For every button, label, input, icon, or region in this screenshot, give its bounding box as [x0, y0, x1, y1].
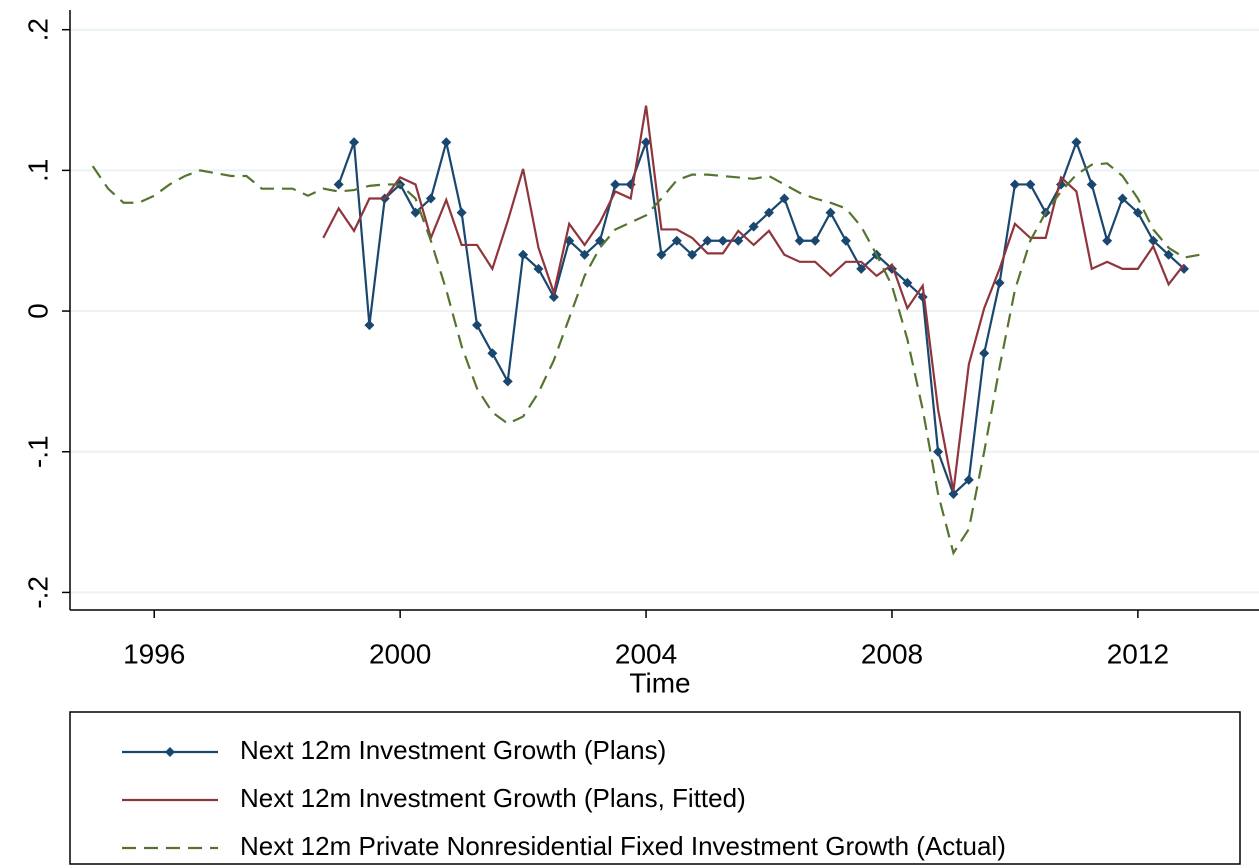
- point-marker: [825, 207, 836, 218]
- point-marker: [1148, 235, 1159, 246]
- point-marker: [1102, 235, 1113, 246]
- point-marker: [425, 193, 436, 204]
- x-tick-label: 2008: [861, 638, 923, 669]
- point-marker: [548, 291, 559, 302]
- point-marker: [456, 207, 467, 218]
- y-tick-label: -.1: [22, 435, 53, 468]
- series-line: [337, 139, 1185, 496]
- point-marker: [856, 263, 867, 274]
- series-line: [91, 162, 1200, 556]
- legend-label: Next 12m Investment Growth (Plans, Fitte…: [240, 783, 746, 813]
- point-marker: [702, 235, 713, 246]
- point-marker: [748, 221, 759, 232]
- point-marker: [1009, 179, 1020, 190]
- point-marker: [994, 277, 1005, 288]
- legend-label: Next 12m Private Nonresidential Fixed In…: [240, 831, 1006, 861]
- point-marker: [641, 137, 652, 148]
- y-tick-label: -.2: [22, 576, 53, 609]
- point-marker: [779, 193, 790, 204]
- point-marker: [1163, 249, 1174, 260]
- point-marker: [1117, 193, 1128, 204]
- point-marker: [764, 207, 775, 218]
- point-marker: [1086, 179, 1097, 190]
- point-marker: [1071, 137, 1082, 148]
- point-marker: [794, 235, 805, 246]
- point-marker: [364, 320, 375, 331]
- y-tick-label: 0: [22, 303, 53, 319]
- point-marker: [349, 137, 360, 148]
- point-marker: [733, 235, 744, 246]
- point-marker: [471, 320, 482, 331]
- legend-label: Next 12m Investment Growth (Plans): [240, 735, 666, 765]
- point-marker: [533, 263, 544, 274]
- point-marker: [948, 488, 959, 499]
- point-marker: [579, 249, 590, 260]
- point-marker: [840, 235, 851, 246]
- x-tick-label: 2000: [369, 638, 431, 669]
- point-marker: [410, 207, 421, 218]
- x-tick-label: 2004: [615, 638, 677, 669]
- point-marker: [333, 179, 344, 190]
- series-line: [322, 105, 1185, 492]
- x-tick-label: 1996: [123, 638, 185, 669]
- x-axis-title: Time: [629, 667, 690, 698]
- y-tick-label: .1: [22, 159, 53, 182]
- y-tick-label: .2: [22, 18, 53, 41]
- legend-marker: [165, 747, 175, 757]
- point-marker: [487, 348, 498, 359]
- point-marker: [518, 249, 529, 260]
- legend-box: [69, 711, 1241, 865]
- point-marker: [502, 376, 513, 387]
- point-marker: [671, 235, 682, 246]
- point-marker: [902, 277, 913, 288]
- x-tick-label: 2012: [1107, 638, 1169, 669]
- point-marker: [441, 137, 452, 148]
- point-marker: [810, 235, 821, 246]
- point-marker: [933, 446, 944, 457]
- point-marker: [687, 249, 698, 260]
- point-marker: [610, 179, 621, 190]
- point-marker: [656, 249, 667, 260]
- point-marker: [979, 348, 990, 359]
- point-marker: [963, 474, 974, 485]
- point-marker: [717, 235, 728, 246]
- point-marker: [1025, 179, 1036, 190]
- point-marker: [1132, 207, 1143, 218]
